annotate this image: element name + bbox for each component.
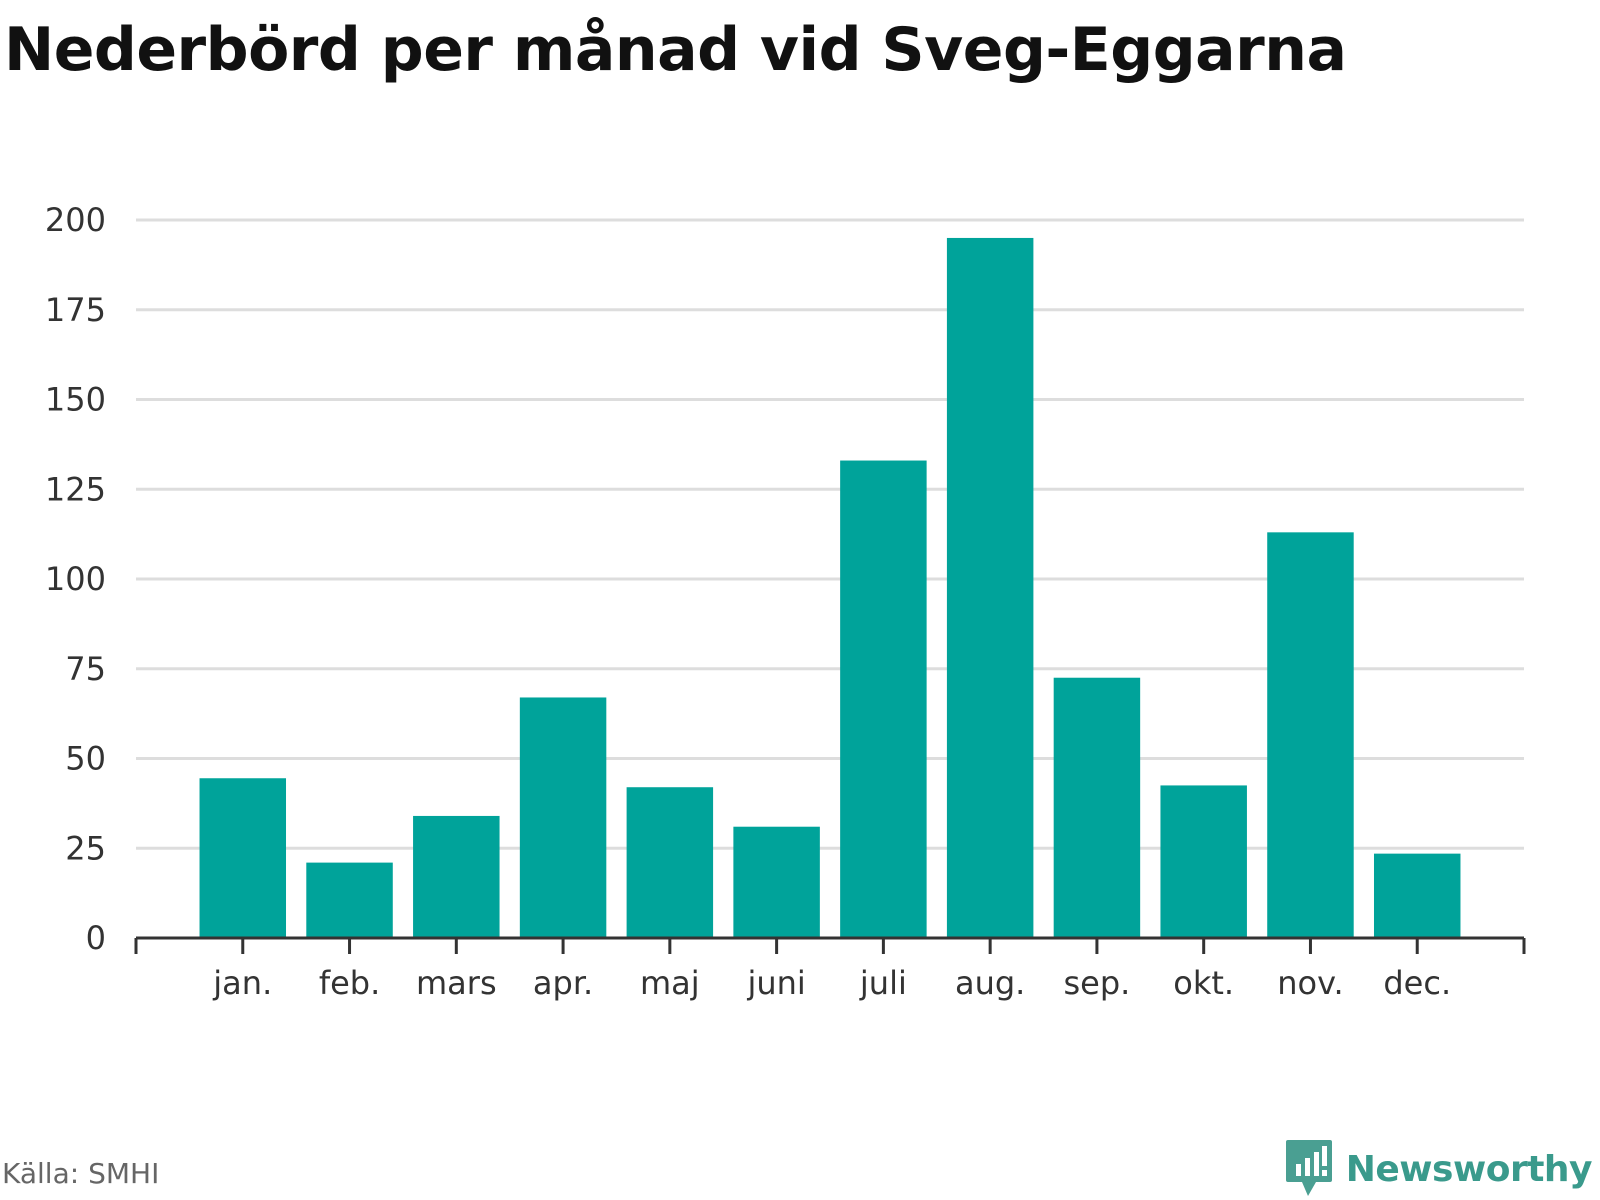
newsworthy-logo-icon: [1285, 1140, 1332, 1196]
bar-chart: 0 25 50 75 100 125 150 175 200 jan. feb. mars apr. m…: [45, 201, 1526, 1002]
x-tick-label: aug.: [955, 964, 1025, 1002]
bars: [199, 237, 1461, 938]
y-tick-label: 150: [45, 381, 106, 419]
bar-3: [519, 697, 607, 938]
x-tick-label: maj: [640, 964, 700, 1002]
x-tick-label: mars: [416, 964, 497, 1002]
bar-10: [1267, 532, 1354, 938]
bar-8: [1053, 677, 1141, 938]
x-tick-label: juli: [859, 964, 907, 1002]
source-label: Källa: SMHI: [2, 1157, 160, 1190]
brand-logo: Newsworthy: [1284, 1138, 1593, 1200]
x-tick-label: apr.: [533, 964, 593, 1002]
bar-11: [1373, 853, 1461, 938]
y-tick-label: 200: [45, 201, 106, 239]
x-tick-label: juni: [746, 964, 805, 1002]
bar-9: [1160, 785, 1247, 938]
x-axis-tick-labels: jan. feb. mars apr. maj juni juli aug. sep. okt. n…: [212, 964, 1451, 1002]
x-tick-label: feb.: [319, 964, 380, 1002]
y-tick-label: 175: [45, 291, 106, 329]
bar-2: [413, 815, 500, 938]
y-tick-label: 125: [45, 470, 106, 508]
bar-4: [626, 787, 714, 938]
y-tick-label: 50: [65, 740, 106, 778]
y-axis-tick-labels: 0 25 50 75 100 125 150 175 200: [45, 201, 106, 957]
y-tick-label: 25: [65, 829, 106, 867]
y-tick-label: 75: [65, 650, 106, 688]
x-tick-label: nov.: [1277, 964, 1343, 1002]
x-tick-label: okt.: [1173, 964, 1234, 1002]
bar-1: [306, 862, 393, 938]
bar-6: [840, 460, 927, 938]
x-axis: [134, 936, 1526, 954]
x-tick-label: sep.: [1064, 964, 1131, 1002]
x-tick-label: jan.: [212, 964, 272, 1002]
chart-title: Nederbörd per månad vid Sveg-Eggarna: [4, 15, 1347, 85]
x-tick-label: dec.: [1383, 964, 1451, 1002]
bar-5: [733, 826, 820, 938]
bar-0: [199, 778, 287, 938]
y-tick-label: 0: [86, 919, 106, 957]
brand-name: Newsworthy: [1345, 1148, 1593, 1190]
bar-7: [946, 237, 1034, 938]
gridlines: [136, 218, 1524, 850]
y-tick-label: 100: [45, 560, 106, 598]
